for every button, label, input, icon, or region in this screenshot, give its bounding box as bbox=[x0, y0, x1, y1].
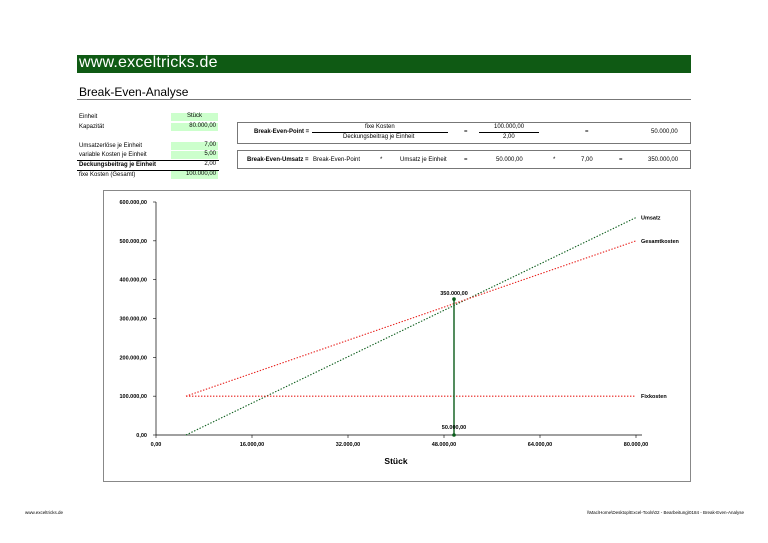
bep-box bbox=[237, 122, 691, 144]
site-name: www.exceltricks.de bbox=[79, 54, 218, 71]
input-umsatz[interactable]: 7,00 bbox=[171, 142, 218, 150]
break-even-point bbox=[452, 297, 456, 301]
beu-equals-2: = bbox=[619, 157, 623, 163]
y-tick-label: 600.000,00 bbox=[119, 200, 147, 206]
beu-label: Break-Even-Umsatz = bbox=[247, 157, 309, 163]
bep-equals-1: = bbox=[464, 129, 468, 135]
input-label-umsatz: Umsatzerlöse je Einheit bbox=[79, 143, 143, 149]
bep-fraction-line bbox=[312, 132, 448, 133]
input-varkosten[interactable]: 5,00 bbox=[171, 151, 218, 159]
input-kapazitaet[interactable]: 80.000,00 bbox=[171, 123, 218, 131]
break-even-x-label: 50.000,00 bbox=[442, 425, 466, 431]
bep-num-value: 100.000,00 bbox=[494, 124, 525, 130]
page-title: Break-Even-Analyse bbox=[79, 85, 189, 99]
bep-equals-2: = bbox=[585, 129, 589, 135]
break-even-chart: 0,00 100.000,00 200.000,00 300.000,00 400.00… bbox=[119, 200, 680, 466]
x-tick-label: 16.000,00 bbox=[240, 442, 264, 448]
y-tick-label: 500.000,00 bbox=[119, 239, 147, 245]
bep-numerator: fixe Kosten bbox=[365, 124, 395, 130]
series-fixkosten-label: Fixkosten bbox=[641, 394, 667, 400]
y-tick-label: 300.000,00 bbox=[119, 317, 147, 323]
chart-frame: 0,00 100.000,00 200.000,00 300.000,00 400.00… bbox=[103, 190, 691, 482]
y-tick-label: 400.000,00 bbox=[119, 278, 147, 284]
sum-line bbox=[77, 160, 219, 161]
beu-term2: Umsatz je Einheit bbox=[400, 157, 447, 163]
break-even-x-point bbox=[452, 433, 456, 437]
input-label-fixkosten: fixe Kosten (Gesamt) bbox=[79, 172, 136, 178]
x-tick-label: 32.000,00 bbox=[336, 442, 360, 448]
beu-val2: 7,00 bbox=[581, 157, 593, 163]
y-tick-label: 0,00 bbox=[136, 433, 147, 439]
input-label-einheit: Einheit bbox=[79, 114, 98, 120]
bep-result: 50.000,00 bbox=[651, 129, 678, 135]
value-db: 2,00 bbox=[204, 161, 216, 167]
beu-term1: Break-Even-Point bbox=[313, 157, 361, 163]
bep-den-value: 2,00 bbox=[503, 134, 515, 140]
footer-path: \\Mac\Home\Desktop\Excel-Tools\02 - Bear… bbox=[586, 510, 744, 515]
y-tick-label: 100.000,00 bbox=[119, 394, 147, 400]
beu-box bbox=[237, 150, 691, 169]
beu-val1: 50.000,00 bbox=[496, 157, 523, 163]
input-fixkosten[interactable]: 100.000,00 bbox=[171, 171, 218, 179]
input-label-varkosten: variable Kosten je Einheit bbox=[79, 152, 147, 158]
break-even-y-label: 350.000,00 bbox=[440, 291, 468, 297]
series-umsatz-label: Umsatz bbox=[641, 216, 661, 222]
bep-value-line bbox=[479, 132, 539, 133]
sum-line-2 bbox=[77, 170, 219, 171]
x-tick-label: 80.000,00 bbox=[624, 442, 648, 448]
beu-equals-1: = bbox=[464, 157, 468, 163]
beu-op1: * bbox=[380, 157, 383, 163]
series-gesamtkosten-label: Gesamtkosten bbox=[641, 239, 680, 245]
series-umsatz-line bbox=[185, 217, 637, 436]
bep-label: Break-Even-Point = bbox=[254, 129, 310, 135]
beu-op2: * bbox=[553, 157, 556, 163]
x-axis-label: Stück bbox=[384, 456, 407, 466]
series-gesamtkosten-line bbox=[185, 240, 637, 397]
input-label-kapazitaet: Kapazität bbox=[79, 124, 105, 130]
y-tick-label: 200.000,00 bbox=[119, 355, 147, 361]
beu-result: 350.000,00 bbox=[648, 157, 679, 163]
site-banner: www.exceltricks.de bbox=[77, 54, 691, 73]
title-divider bbox=[77, 99, 691, 100]
footer-left: www.exceltricks.de bbox=[25, 510, 64, 515]
input-einheit[interactable]: Stück bbox=[171, 113, 218, 121]
x-tick-label: 48.000,00 bbox=[432, 442, 456, 448]
bep-denominator: Deckungsbeitrag je Einheit bbox=[343, 134, 415, 140]
x-tick-label: 64.000,00 bbox=[528, 442, 552, 448]
x-tick-label: 0,00 bbox=[151, 442, 162, 448]
input-label-db: Deckungsbeitrag je Einheit bbox=[79, 162, 157, 168]
